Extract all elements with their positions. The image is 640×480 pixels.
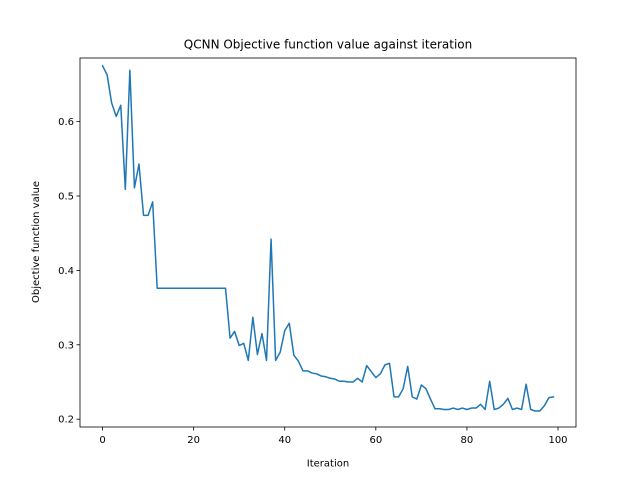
x-axis-ticks: 0 20 40 60 80 100: [99, 427, 568, 446]
x-tick-label: 100: [548, 435, 567, 446]
x-tick-label: 40: [278, 435, 291, 446]
x-tick-label: 20: [187, 435, 200, 446]
x-tick-label: 0: [99, 435, 105, 446]
plot-frame: [79, 57, 577, 428]
y-tick-label: 0.2: [58, 415, 74, 426]
y-tick-label: 0.5: [58, 192, 74, 203]
y-axis-ticks: 0.2 0.3 0.4 0.5 0.6: [58, 117, 80, 426]
y-tick-label: 0.4: [58, 266, 74, 277]
x-tick-label: 80: [461, 435, 474, 446]
plot-area: [80, 58, 576, 427]
y-tick-label: 0.3: [58, 340, 74, 351]
series-layer: [101, 64, 555, 412]
y-tick-label: 0.6: [58, 117, 74, 128]
chart-title: QCNN Objective function value against it…: [184, 38, 472, 52]
series-line-0: [101, 64, 555, 412]
x-tick-label: 60: [369, 435, 382, 446]
y-axis-label: Objective function value: [31, 181, 42, 303]
x-axis-label: Iteration: [307, 459, 349, 470]
